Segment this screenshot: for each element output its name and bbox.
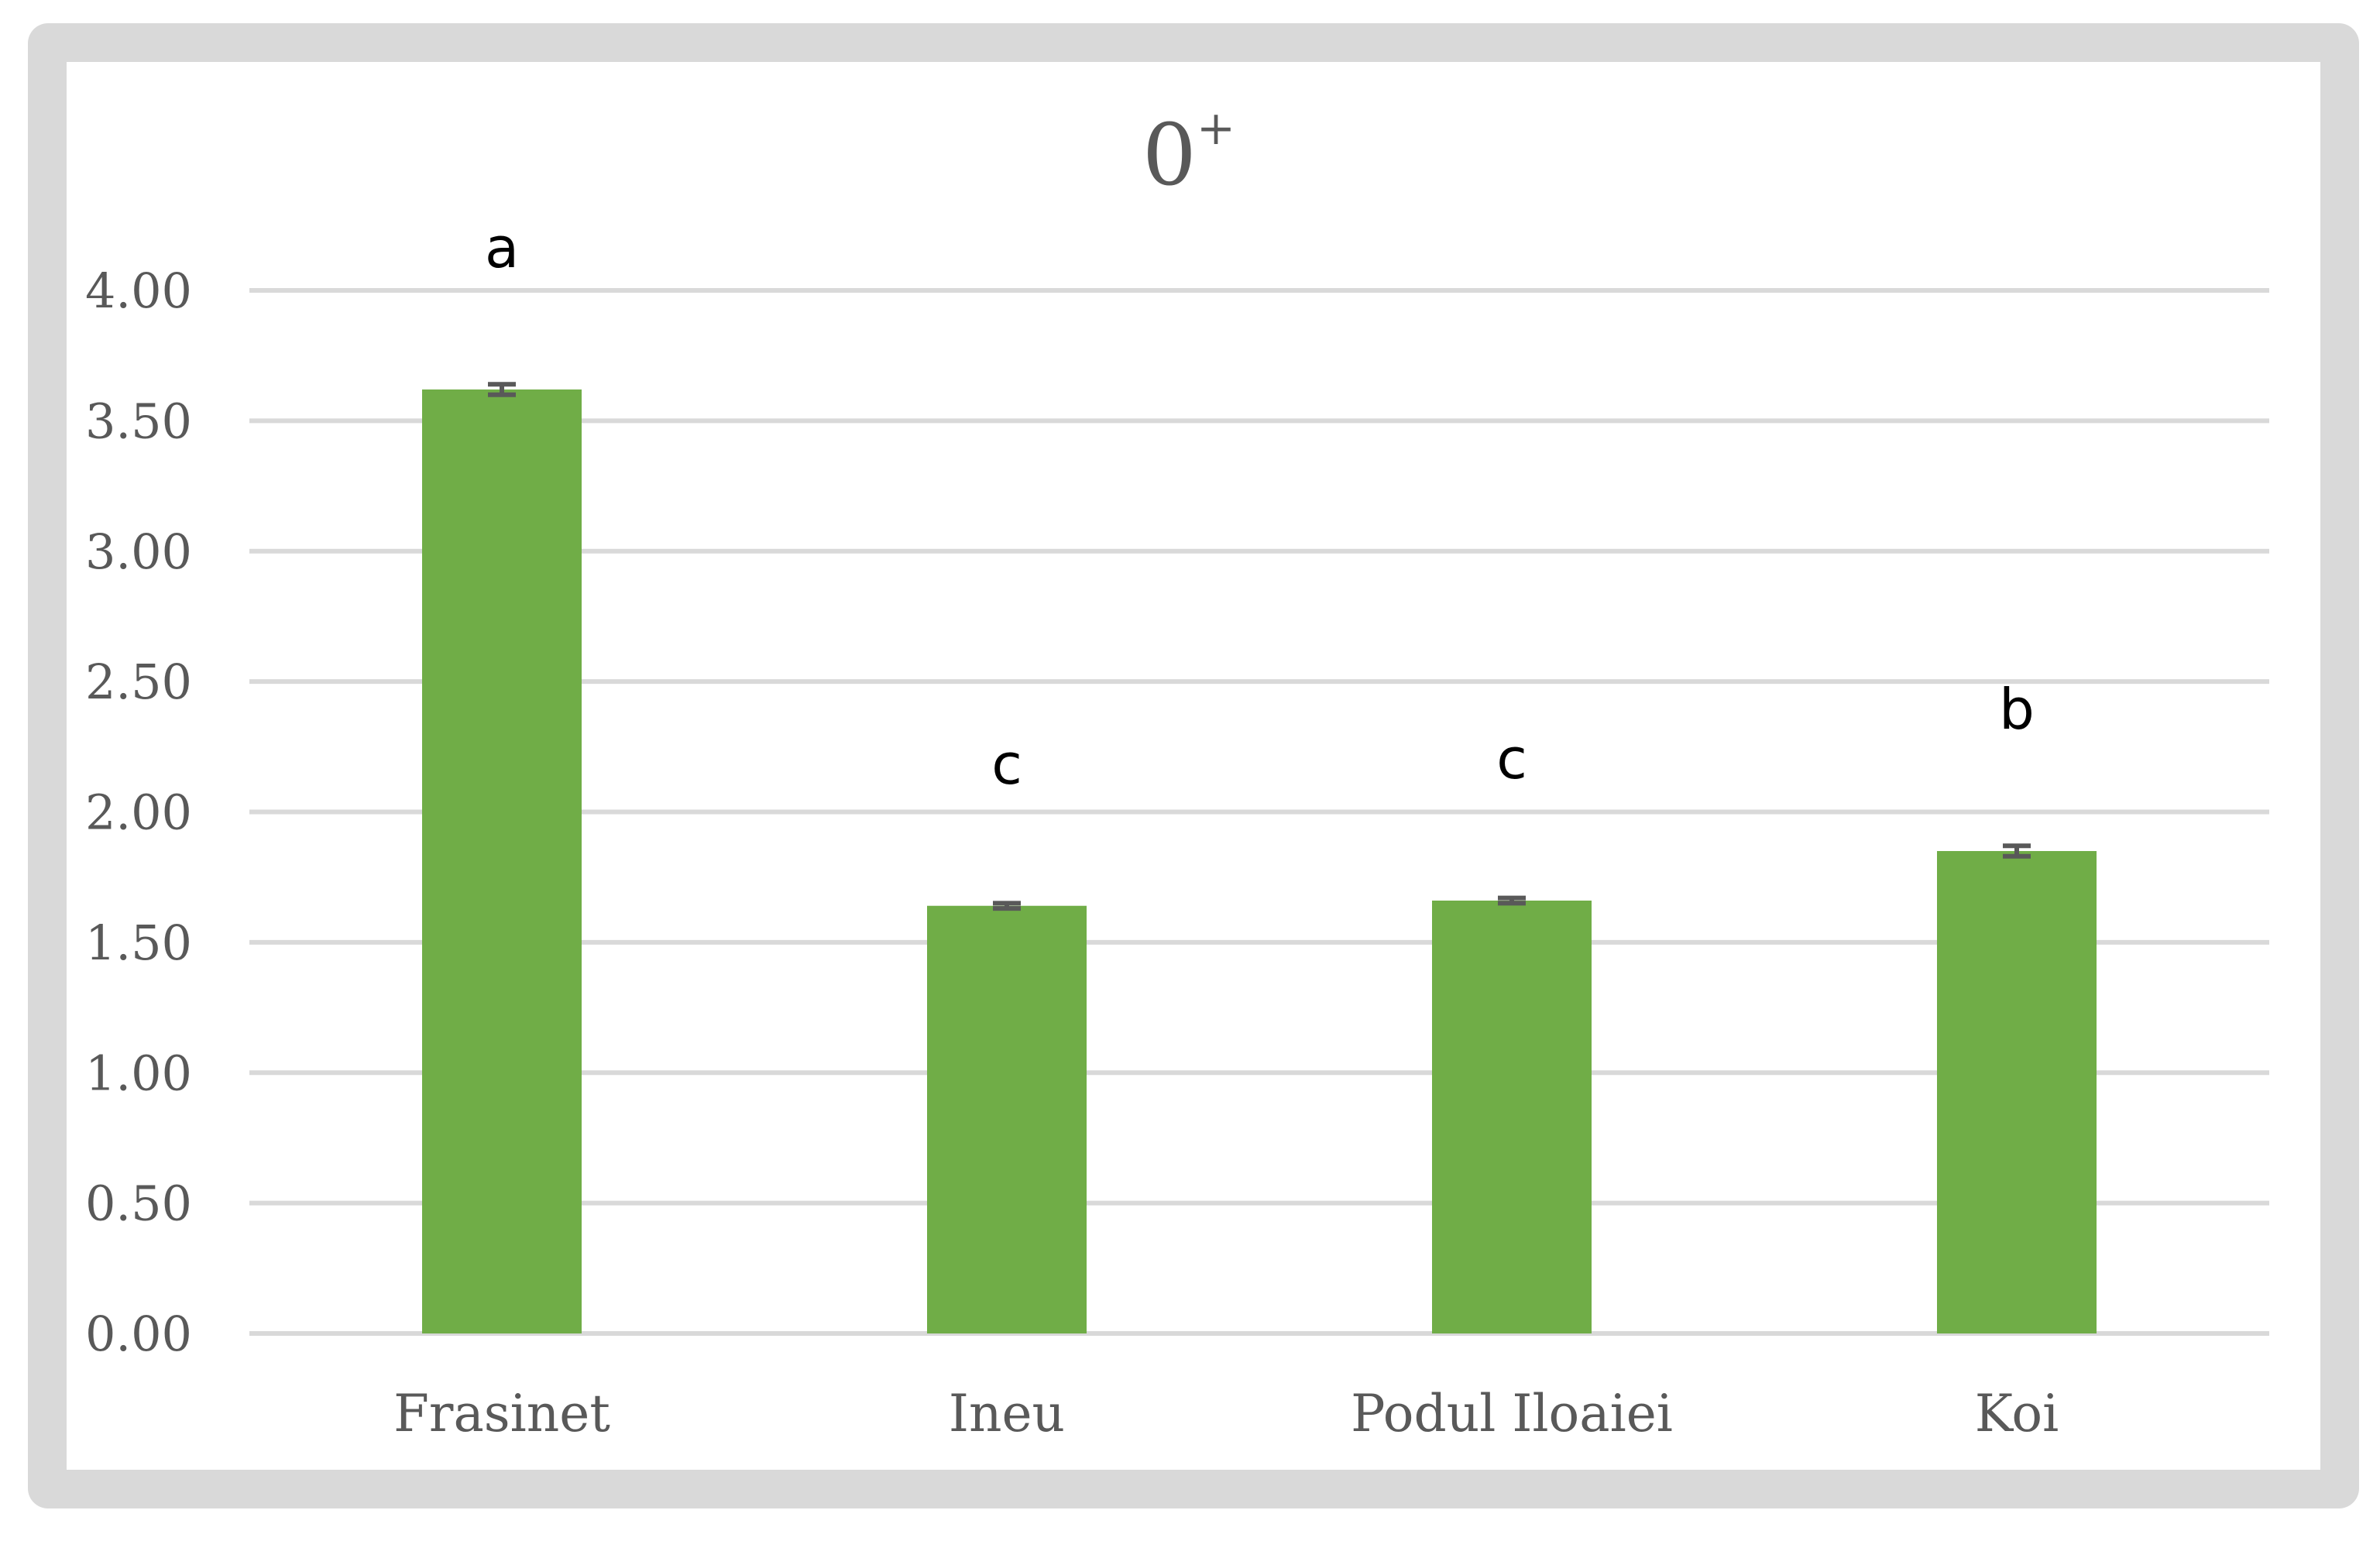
- y-tick-label: 2.00: [85, 784, 192, 841]
- category-label: Frasinet: [393, 1384, 610, 1443]
- y-tick-label: 1.50: [85, 915, 192, 971]
- category-label: Ineu: [949, 1384, 1065, 1443]
- chart-title-text: 0: [1142, 105, 1197, 204]
- y-tick-label: 0.50: [85, 1175, 192, 1232]
- y-tick-label: 3.50: [85, 393, 192, 449]
- chart-title-superscript: +: [1197, 101, 1235, 156]
- gridlines: [249, 288, 2269, 1336]
- error-bars: [488, 382, 2031, 911]
- x-axis-category-labels: Frasinet Ineu Podul Iloaiei Koi: [393, 1384, 2059, 1443]
- bar: [422, 389, 582, 1334]
- significance-label: b: [1999, 677, 2035, 742]
- error-bar: [488, 382, 516, 397]
- y-tick-label: 4.00: [85, 263, 192, 319]
- bar: [1432, 900, 1592, 1333]
- chart-title: 0+: [1142, 101, 1235, 204]
- category-label: Koi: [1975, 1384, 2059, 1443]
- error-bar: [2003, 843, 2031, 859]
- y-tick-label: 3.00: [85, 523, 192, 580]
- significance-label: c: [1496, 726, 1527, 791]
- category-label: Podul Iloaiei: [1351, 1384, 1673, 1443]
- significance-label: a: [485, 215, 519, 280]
- y-axis-tick-labels: 0.00 0.50 1.00 1.50 2.00 2.50 3.00 3.50 4.00: [85, 263, 192, 1362]
- chart-frame: [28, 23, 2359, 1508]
- y-tick-label: 1.00: [85, 1045, 192, 1101]
- error-bar: [1498, 895, 1526, 906]
- y-tick-label: 0.00: [85, 1306, 192, 1362]
- bar: [927, 905, 1087, 1333]
- significance-labels: a c c b: [485, 215, 2035, 797]
- error-bar: [993, 901, 1021, 911]
- bar: [1937, 851, 2097, 1333]
- y-tick-label: 2.50: [85, 654, 192, 710]
- significance-label: c: [991, 732, 1022, 797]
- bars: [422, 389, 2097, 1334]
